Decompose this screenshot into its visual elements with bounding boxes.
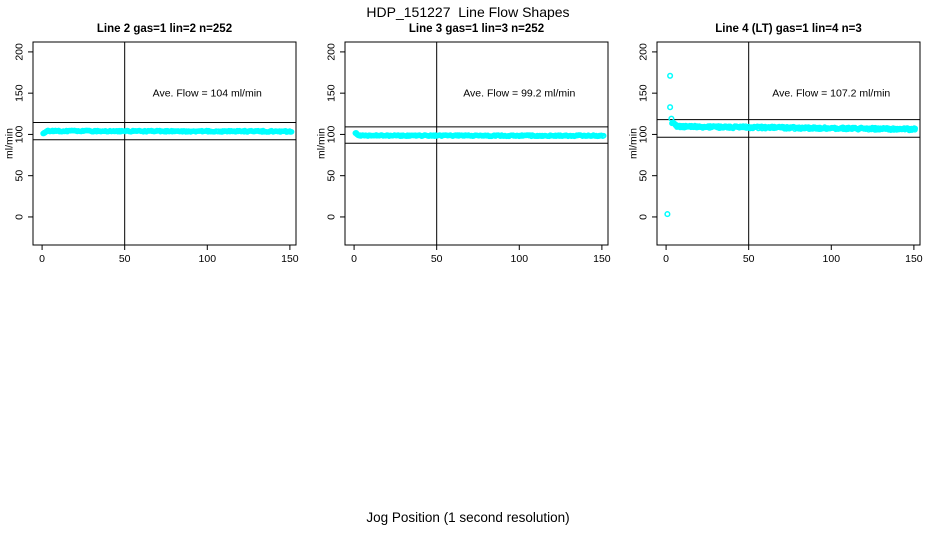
outlier-data-point [667, 72, 674, 79]
y-tick-label: 0 [638, 214, 650, 220]
ave-flow-annotation: Ave. Flow = 104 ml/min [153, 88, 262, 100]
chart-panel-line4: Line 4 (LT) gas=1 lin=4 n=3 0 50 100 150 0 50 1… [628, 23, 923, 265]
panel-title: Line 3 gas=1 lin=3 n=252 [409, 23, 544, 35]
x-tick-label: 150 [905, 253, 923, 265]
x-tick-label: 100 [199, 253, 217, 265]
x-tick-label: 50 [743, 253, 755, 265]
y-axis-label: ml/min [4, 128, 16, 159]
y-tick-label: 150 [326, 84, 338, 102]
x-tick-label: 0 [351, 253, 357, 265]
outlier-data-point [664, 211, 671, 218]
y-tick-label: 200 [14, 43, 26, 61]
panel-title: Line 2 gas=1 lin=2 n=252 [97, 23, 232, 35]
y-axis-label: ml/min [316, 128, 328, 159]
chart-panel-line3: Line 3 gas=1 lin=3 n=252 0 50 100 150 0 50 100 1… [316, 23, 611, 265]
y-tick-label: 0 [14, 214, 26, 220]
y-tick-label: 100 [14, 126, 26, 144]
plot-box [32, 41, 297, 246]
outlier-data-point [668, 115, 675, 122]
y-tick-label: 150 [14, 84, 26, 102]
figure-title: HDP_151227 Line Flow Shapes [366, 4, 570, 20]
data-points [40, 127, 295, 137]
data-point [600, 132, 607, 139]
plot-box [656, 41, 921, 246]
y-tick-label: 50 [638, 170, 650, 182]
x-tick-label: 150 [593, 253, 611, 265]
outlier-data-point [667, 104, 674, 111]
ave-flow-annotation: Ave. Flow = 107.2 ml/min [772, 88, 890, 100]
x-tick-label: 50 [119, 253, 131, 265]
y-tick-label: 100 [638, 126, 650, 144]
data-point [288, 129, 295, 135]
x-tick-label: 150 [281, 253, 299, 265]
x-tick-label: 100 [511, 253, 529, 265]
y-tick-label: 100 [326, 126, 338, 144]
x-tick-label: 0 [39, 253, 45, 265]
y-axis-label: ml/min [628, 128, 640, 159]
data-points [664, 72, 919, 218]
x-tick-label: 100 [823, 253, 841, 265]
y-tick-label: 200 [638, 43, 650, 61]
data-points [352, 130, 607, 140]
data-point [912, 125, 919, 132]
y-tick-label: 0 [326, 214, 338, 220]
x-tick-label: 50 [431, 253, 443, 265]
panel-title: Line 4 (LT) gas=1 lin=4 n=3 [715, 23, 861, 35]
chart-panel-line2: Line 2 gas=1 lin=2 n=252 0 50 100 150 0 50 100 1… [4, 23, 299, 265]
ave-flow-annotation: Ave. Flow = 99.2 ml/min [463, 88, 575, 100]
y-tick-label: 50 [326, 170, 338, 182]
shared-x-axis-label: Jog Position (1 second resolution) [366, 510, 570, 525]
y-tick-label: 150 [638, 84, 650, 102]
y-tick-label: 50 [14, 170, 26, 182]
y-tick-label: 200 [326, 43, 338, 61]
x-tick-label: 0 [663, 253, 669, 265]
